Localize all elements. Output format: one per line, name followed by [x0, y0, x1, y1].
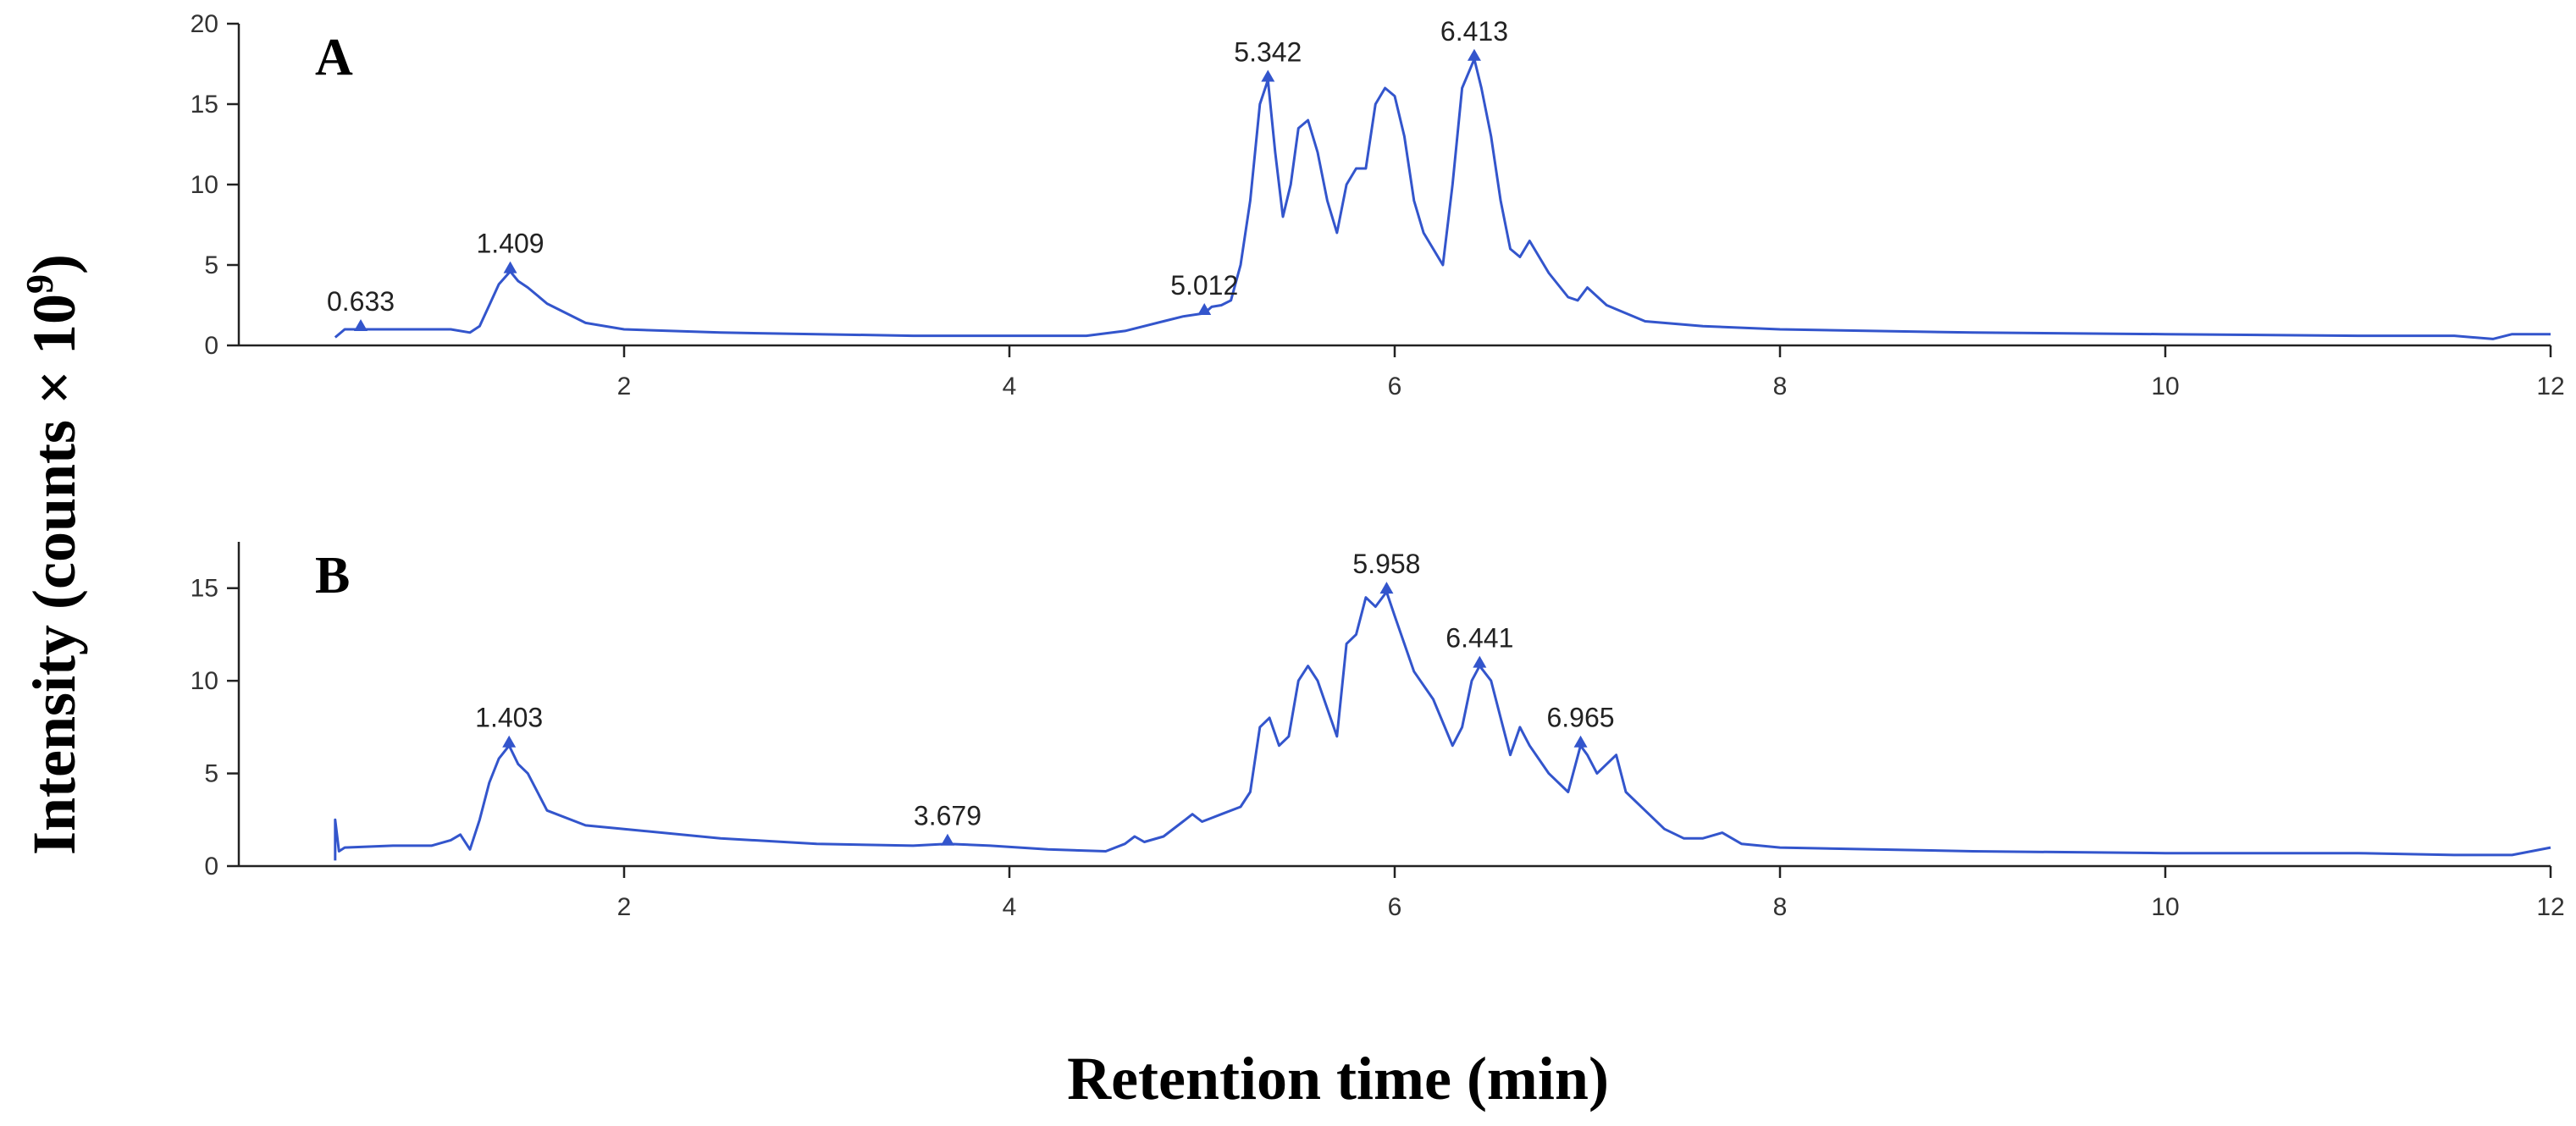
panel-b-peak-marker: [1473, 655, 1487, 668]
panel-b-peak-marker: [502, 735, 517, 748]
panel-a-y-tick-label: 5: [204, 251, 218, 279]
panel-a-x-tick-label: 6: [1388, 373, 1402, 400]
panel-a: 0 5 10 15 20 2 4 6 8 10 12 A 0.633 1.409 5.012 5.342 6.4…: [191, 10, 2565, 400]
panel-a-peak-marker: [1261, 69, 1275, 82]
panel-b-peak-marker: [940, 833, 954, 846]
panel-b: 0 5 10 15 2 4 6 8 10 12 B 1.403 3.679 5.958 6.441 6.965: [191, 542, 2565, 921]
panel-b-x-tick-label: 2: [617, 893, 632, 921]
panel-b-trace: [334, 590, 2551, 861]
panel-b-peak-marker: [1573, 735, 1588, 748]
panel-a-y-tick-label: 15: [191, 91, 218, 119]
y-axis-title: Intensity (counts × 109): [18, 254, 88, 855]
panel-a-x-tick-label: 12: [2536, 373, 2564, 400]
panel-b-y-tick-label: 5: [204, 760, 218, 788]
y-axis-title-base: 10: [20, 294, 88, 370]
panel-b-x-tick-label: 6: [1388, 893, 1402, 921]
panel-b-peak-label: 1.403: [475, 703, 543, 733]
panel-a-peak-marker: [1197, 303, 1212, 315]
panel-a-y-tick-label: 0: [204, 332, 218, 360]
panel-a-letter: A: [315, 29, 353, 86]
panel-a-peak-label: 1.409: [477, 229, 544, 259]
panel-b-y-tick-label: 10: [191, 667, 218, 695]
panel-b-peak-label: 5.958: [1352, 549, 1420, 579]
panel-a-y-tick-label: 10: [191, 171, 218, 199]
panel-a-peak-label: 0.633: [327, 286, 395, 317]
panel-a-trace: [334, 58, 2551, 340]
panel-b-peak-label: 3.679: [914, 801, 981, 831]
panel-b-x-tick-label: 8: [1773, 893, 1788, 921]
panel-b-y-tick-label: 0: [204, 853, 218, 880]
panel-b-y-tick-label: 15: [191, 575, 218, 603]
panel-a-peak-label: 5.012: [1170, 270, 1238, 301]
y-axis-title-times: ×: [20, 370, 88, 405]
x-axis-title: Retention time (min): [1067, 1045, 1609, 1112]
panel-a-x-tick-label: 4: [1003, 373, 1017, 400]
panel-a-peak-label: 5.342: [1234, 37, 1302, 68]
panel-b-x-tick-label: 4: [1003, 893, 1017, 921]
panel-a-peak-label: 6.413: [1440, 16, 1508, 47]
panel-b-peak-label: 6.965: [1546, 703, 1614, 733]
panel-a-x-tick-label: 10: [2151, 373, 2179, 400]
panel-a-peak-marker: [1467, 48, 1481, 61]
panel-a-peak-marker: [503, 261, 517, 273]
panel-b-letter: B: [315, 547, 350, 604]
y-axis-title-prefix: Intensity (counts: [20, 405, 88, 855]
panel-b-x-tick-label: 10: [2151, 893, 2179, 921]
panel-b-x-tick-label: 12: [2536, 893, 2564, 921]
panel-a-y-tick-label: 20: [191, 10, 218, 38]
panel-a-x-tick-label: 2: [617, 373, 632, 400]
panel-a-x-tick-label: 8: [1773, 373, 1788, 400]
y-axis-title-exponent: 9: [18, 274, 61, 294]
panel-b-peak-label: 6.441: [1446, 623, 1513, 654]
y-axis-title-suffix: ): [20, 254, 88, 274]
panel-b-peak-marker: [1379, 582, 1394, 594]
panel-a-peak-marker: [354, 319, 368, 331]
